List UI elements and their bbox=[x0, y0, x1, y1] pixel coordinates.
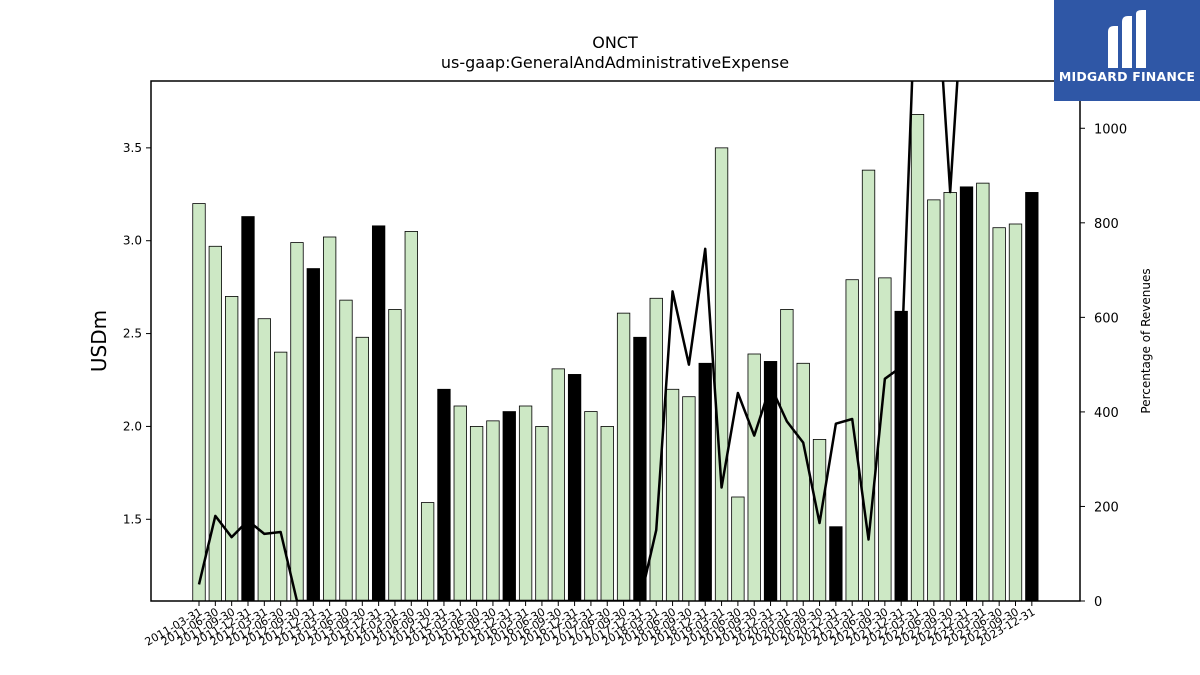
bar bbox=[388, 309, 402, 601]
bar bbox=[420, 502, 435, 601]
bar bbox=[747, 353, 761, 601]
y2-axis-label: Percentage of Revenues bbox=[1139, 268, 1153, 413]
bar bbox=[992, 227, 1006, 601]
bar bbox=[192, 203, 206, 601]
bar bbox=[894, 310, 908, 601]
bar bbox=[829, 526, 843, 601]
bar bbox=[273, 351, 288, 601]
bar bbox=[257, 318, 271, 601]
bar bbox=[551, 368, 565, 601]
bar bbox=[682, 396, 696, 601]
y-axis-label: USDm bbox=[87, 310, 111, 372]
bar bbox=[796, 362, 810, 601]
bar bbox=[437, 388, 451, 601]
bar bbox=[339, 299, 353, 601]
y2-tick-label: 1000 bbox=[1094, 122, 1127, 137]
bar bbox=[943, 192, 957, 601]
bar bbox=[502, 411, 516, 601]
bar bbox=[731, 496, 745, 601]
bar bbox=[469, 426, 484, 601]
bar bbox=[241, 216, 255, 601]
bar bbox=[225, 296, 239, 601]
midgard-logo-icon bbox=[1108, 10, 1146, 68]
bar bbox=[633, 336, 647, 601]
chart-title: ONCT bbox=[592, 33, 638, 52]
bar bbox=[567, 374, 582, 601]
brand-logo: MIDGARD FINANCE bbox=[1054, 0, 1200, 101]
y2-tick-label: 400 bbox=[1094, 406, 1119, 421]
y2-tick-label: 600 bbox=[1094, 311, 1119, 326]
bar bbox=[518, 405, 533, 601]
bar bbox=[763, 361, 778, 601]
bar bbox=[910, 114, 925, 601]
bar bbox=[486, 420, 500, 601]
bar bbox=[616, 312, 631, 601]
bar bbox=[290, 242, 304, 601]
bar bbox=[453, 405, 467, 601]
y-tick-label: 1.5 bbox=[123, 512, 142, 526]
y-tick-label: 3.0 bbox=[123, 234, 142, 248]
bar bbox=[404, 231, 418, 601]
bar bbox=[714, 147, 729, 601]
bar bbox=[208, 245, 222, 601]
bar bbox=[845, 279, 859, 601]
bar bbox=[1025, 192, 1039, 601]
bar bbox=[976, 182, 990, 601]
bar bbox=[861, 169, 876, 601]
bar bbox=[878, 277, 892, 601]
bar bbox=[600, 426, 614, 601]
bar bbox=[355, 336, 369, 601]
bar bbox=[780, 309, 794, 601]
bar bbox=[927, 199, 941, 601]
y2-tick-label: 200 bbox=[1094, 500, 1119, 515]
y-tick-label: 3.5 bbox=[123, 141, 142, 155]
bar bbox=[306, 268, 320, 601]
y2-tick-label: 800 bbox=[1094, 217, 1119, 232]
bar bbox=[698, 362, 712, 601]
bar bbox=[665, 388, 680, 601]
brand-name: MIDGARD FINANCE bbox=[1058, 69, 1196, 84]
bar bbox=[584, 411, 598, 601]
percentage-line bbox=[197, 81, 959, 601]
chart-subtitle: us-gaap:GeneralAndAdministrativeExpense bbox=[441, 53, 789, 72]
bar bbox=[1008, 223, 1023, 601]
y-tick-label: 2.0 bbox=[123, 419, 142, 433]
bar bbox=[535, 426, 549, 601]
bar bbox=[959, 186, 974, 601]
bar bbox=[322, 236, 337, 601]
y2-tick-label: 0 bbox=[1094, 595, 1102, 610]
y-tick-label: 2.5 bbox=[123, 327, 142, 341]
plot-frame bbox=[150, 80, 1081, 602]
bar bbox=[371, 225, 386, 601]
